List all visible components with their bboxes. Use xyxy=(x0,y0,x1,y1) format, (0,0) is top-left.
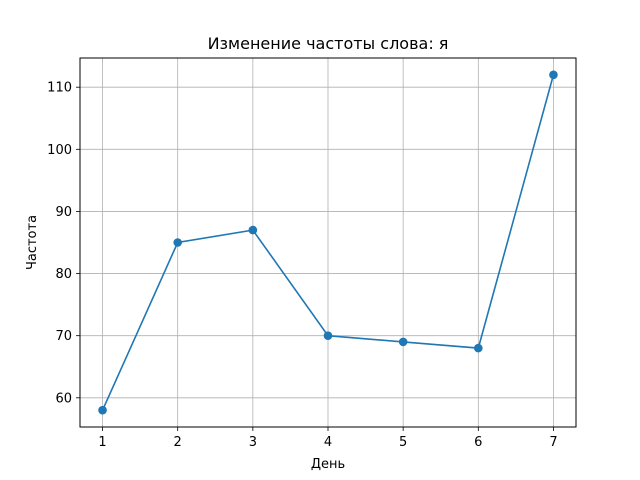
y-tick-label: 90 xyxy=(55,205,72,220)
data-point xyxy=(474,343,483,353)
ticks: 1 2 3 4 5 6 7 60 70 80 90 100 110 xyxy=(47,81,557,450)
x-tick-label: 2 xyxy=(174,435,182,450)
series-layer xyxy=(98,70,558,415)
x-axis-label: День xyxy=(311,457,345,472)
y-axis-label: Частота xyxy=(25,215,40,270)
data-point xyxy=(323,331,333,340)
data-point xyxy=(173,238,182,247)
x-tick-label: 4 xyxy=(324,435,332,450)
data-point xyxy=(398,337,408,347)
x-tick-label: 1 xyxy=(98,435,106,450)
y-tick-label: 100 xyxy=(47,143,72,158)
x-tick-label: 5 xyxy=(399,435,407,450)
data-point xyxy=(549,70,558,80)
data-point xyxy=(98,405,107,415)
data-point xyxy=(248,225,258,235)
y-tick-label: 80 xyxy=(55,267,72,282)
grid xyxy=(80,58,576,427)
x-tick-label: 6 xyxy=(474,435,482,450)
y-tick-label: 70 xyxy=(55,329,72,344)
x-tick-label: 3 xyxy=(249,435,257,450)
chart-title: Изменение частоты слова: я xyxy=(208,34,449,53)
x-tick-label: 7 xyxy=(549,435,557,450)
y-tick-label: 110 xyxy=(47,81,72,96)
y-tick-label: 60 xyxy=(55,391,72,406)
